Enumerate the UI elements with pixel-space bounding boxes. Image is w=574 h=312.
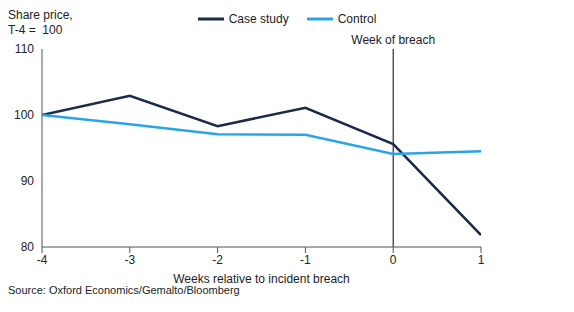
- html-text:Control: Control: [337, 12, 377, 26]
- html-text:Case study: Case study: [228, 12, 289, 26]
- svg-text:90: 90: [21, 174, 35, 188]
- svg-text:-2: -2: [212, 253, 223, 267]
- svg-text:1: 1: [478, 253, 485, 267]
- svg-text:100: 100: [14, 108, 34, 122]
- svg-text:80: 80: [21, 240, 35, 254]
- svg-text:Weeks relative to incident bre: Weeks relative to incident breach: [173, 272, 350, 286]
- svg-text:110: 110: [15, 42, 34, 56]
- svg-text:Week of breach: Week of breach: [351, 33, 435, 47]
- svg-text:-3: -3: [124, 253, 135, 267]
- html-text:Share price,: Share price,: [8, 8, 73, 22]
- svg-text:-1: -1: [300, 253, 311, 267]
- html-text:T-4 = 100: T-4 = 100: [8, 23, 63, 37]
- html-text:Source: Oxford Economics/Gemal: Source: Oxford Economics/Gemalto/Bloombe…: [8, 284, 240, 296]
- svg-text:-4: -4: [37, 253, 48, 267]
- svg-text:0: 0: [390, 253, 397, 267]
